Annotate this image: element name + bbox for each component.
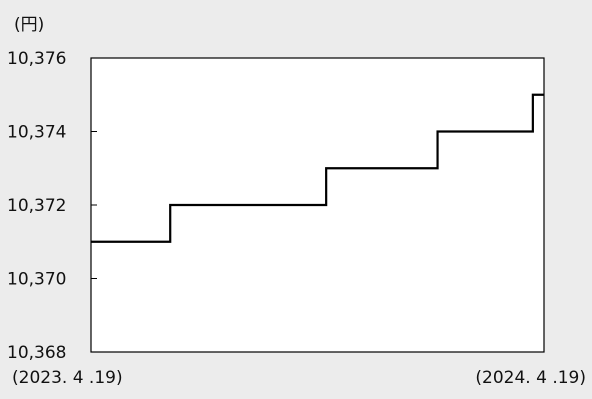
y-tick-label: 10,368 — [7, 343, 66, 363]
y-tick-label: 10,372 — [7, 196, 66, 216]
unit-label: (円) — [14, 15, 44, 35]
y-tick-label: 10,376 — [7, 49, 66, 69]
series-line — [91, 93, 544, 243]
y-tick-label: 10,370 — [7, 270, 66, 290]
x-end-label: (2024. 4 .19) — [475, 368, 586, 388]
y-axis: 10,368 10,370 10,372 10,374 10,376 — [7, 49, 97, 363]
x-start-label: (2023. 4 .19) — [12, 368, 123, 388]
y-tick-label: 10,374 — [7, 123, 66, 143]
